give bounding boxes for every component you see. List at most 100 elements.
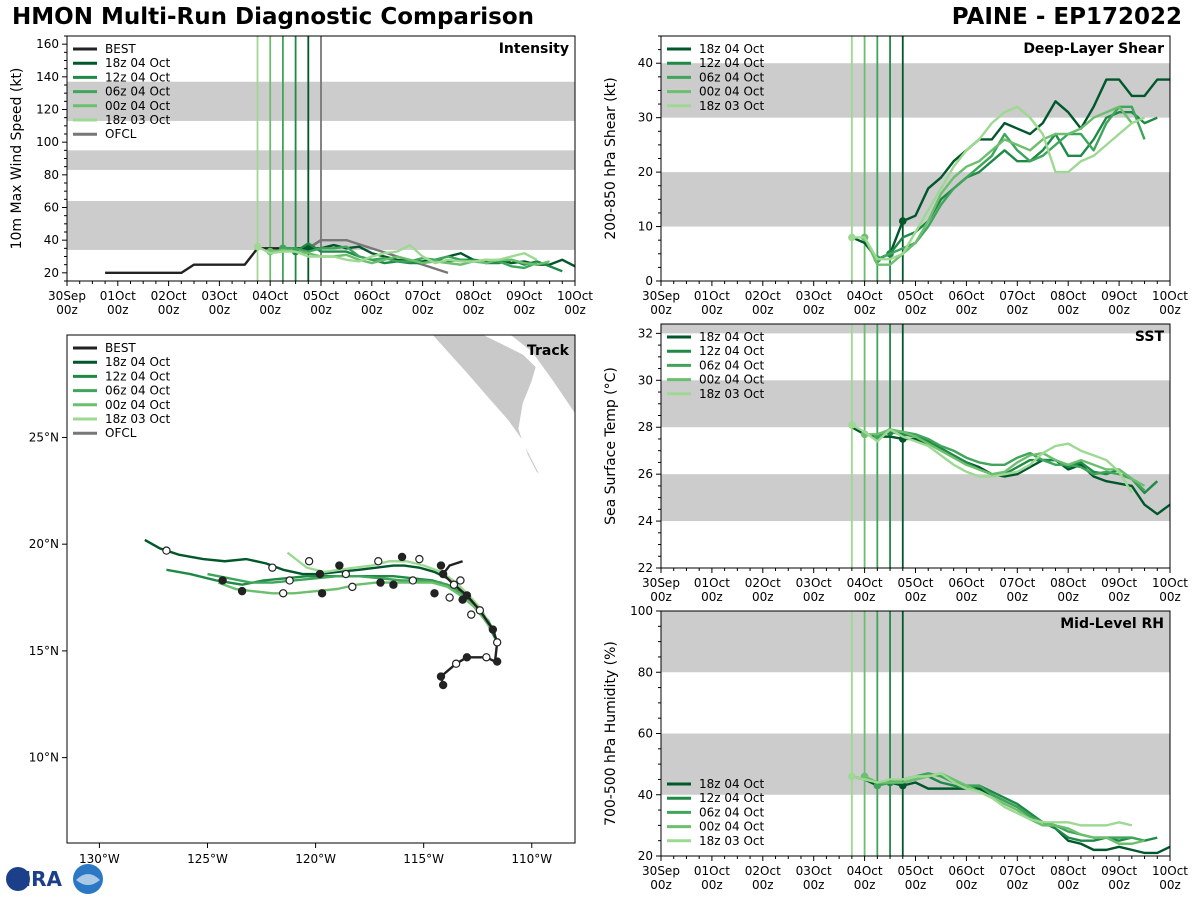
- sst-xtick-sublabel-6: 00z: [956, 590, 978, 604]
- shear-init-point-12z-04-oct: [886, 249, 894, 258]
- rh-series-18z-04-oct: [851, 775, 1171, 855]
- intensity-ytick-label-20: 20: [44, 266, 59, 280]
- rh-band-1: [661, 611, 1170, 673]
- sst-xtick-sublabel-0: 00z: [650, 590, 672, 604]
- rh-xtick-label-8: 08Oct: [1050, 864, 1086, 878]
- intensity-frame: [66, 35, 576, 282]
- rh-frame: [660, 610, 1171, 857]
- intensity-series-00z-04-oct: [270, 248, 550, 266]
- track-position-marker: [415, 554, 424, 564]
- sst-xtick-sublabel-7: 00z: [1007, 590, 1029, 604]
- intensity-xtick-sublabel-2: 00z: [158, 303, 180, 317]
- track-land-1: [475, 334, 576, 416]
- track-legend-label-12z-04-oct: 12z 04 Oct: [105, 369, 171, 383]
- rh-init-point-18z-04-oct: [898, 781, 907, 790]
- intensity-legend-label-ofcl: OFCL: [105, 127, 137, 141]
- track-position-marker: [304, 557, 314, 566]
- rh-ytick-label-40: 40: [638, 788, 653, 802]
- rh-series-00z-04-oct: [864, 772, 1145, 845]
- sst-ytick-label-28: 28: [638, 420, 653, 434]
- sst-series-12z-04-oct: [876, 430, 1159, 495]
- rh-series-12z-04-oct: [877, 775, 1158, 842]
- track-position-marker: [268, 563, 277, 572]
- shear-frame: [660, 35, 1171, 282]
- shear-init-point-18z-03-oct: [848, 233, 856, 242]
- rh-xtick-label-0: 30Sep: [642, 864, 680, 878]
- shear-xtick-sublabel-8: 00z: [1057, 303, 1079, 317]
- sst-series-18z-03-oct: [851, 423, 1133, 494]
- intensity-xtick-sublabel-8: 00z: [463, 303, 485, 317]
- rh-init-point-18z-03-oct: [848, 772, 856, 781]
- track-position-marker: [341, 569, 351, 579]
- intensity-legend-label-12z-04-oct: 12z 04 Oct: [105, 70, 171, 84]
- sst-xtick-sublabel-1: 00z: [701, 590, 723, 604]
- sst-ytick-label-30: 30: [638, 373, 653, 387]
- track-position-marker: [285, 576, 294, 585]
- rh-legend-label-06z-04-oct: 06z 04 Oct: [699, 805, 765, 819]
- rh-ytick-label-100: 100: [630, 604, 653, 618]
- intensity-ytick-label-140: 140: [36, 70, 59, 84]
- intensity-ytick-label-120: 120: [36, 103, 59, 117]
- intensity-series-best: [105, 239, 322, 275]
- track-position-marker: [451, 659, 461, 668]
- rh-xtick-sublabel-5: 00z: [905, 878, 927, 892]
- sst-band-2: [661, 324, 1170, 334]
- track-position-marker: [408, 576, 418, 585]
- sst-xtick-sublabel-2: 00z: [752, 590, 774, 604]
- track-position-marker: [438, 569, 448, 579]
- sst-ytick-label-22: 22: [638, 561, 653, 575]
- sst-series-00z-04-oct: [864, 428, 1146, 487]
- intensity-ytick-label-60: 60: [44, 201, 59, 215]
- sst-xtick-sublabel-3: 00z: [803, 590, 825, 604]
- shear-xtick-sublabel-5: 00z: [905, 303, 927, 317]
- track-position-marker: [445, 593, 454, 602]
- track-series-18z-03-oct: [286, 551, 492, 628]
- intensity-ytick-label-100: 100: [36, 135, 59, 149]
- sst-legend-label-12z-04-oct: 12z 04 Oct: [699, 344, 765, 358]
- intensity-ytick-label-40: 40: [44, 233, 59, 247]
- intensity-legend-label-best: BEST: [105, 42, 136, 56]
- track-position-marker: [438, 680, 448, 690]
- sst-xtick-label-0: 30Sep: [642, 576, 680, 590]
- track-ytick-label-2: 20°N: [29, 537, 59, 551]
- shear-xtick-label-2: 02Oct: [745, 289, 781, 303]
- rh-title: Mid-Level RH: [1060, 616, 1164, 632]
- track-ytick-label-3: 25°N: [29, 430, 59, 444]
- intensity-xtick-label-4: 04Oct: [252, 289, 288, 303]
- track-position-marker: [315, 569, 325, 579]
- sst-xtick-label-2: 02Oct: [745, 576, 781, 590]
- rh-xtick-label-3: 03Oct: [796, 864, 832, 878]
- track-position-marker: [430, 589, 439, 598]
- track-position-marker: [492, 657, 502, 666]
- shear-ytick-label-0: 0: [645, 274, 653, 288]
- shear-ytick-label-40: 40: [638, 56, 653, 70]
- rh-init-point-12z-04-oct: [886, 778, 894, 787]
- track-position-marker: [488, 625, 498, 634]
- sst-xtick-label-7: 07Oct: [999, 576, 1035, 590]
- shear-xtick-label-5: 05Oct: [897, 289, 933, 303]
- main-title: HMON Multi-Run Diagnostic Comparison: [12, 4, 535, 30]
- rh-xtick-sublabel-1: 00z: [701, 878, 723, 892]
- sst-series-18z-04-oct: [851, 426, 1171, 516]
- shear-ylabel: 200-850 hPa Shear (kt): [603, 77, 619, 239]
- track-position-marker: [456, 576, 465, 585]
- shear-xtick-sublabel-2: 00z: [752, 303, 774, 317]
- track-land-0: [431, 334, 546, 481]
- track-position-marker: [348, 582, 357, 592]
- intensity-series-12z-04-oct: [294, 242, 563, 273]
- sst-title: SST: [1135, 329, 1165, 345]
- rh-xtick-sublabel-3: 00z: [803, 878, 825, 892]
- sst-ytick-label-26: 26: [638, 467, 653, 481]
- intensity-init-point-12z-04-oct: [291, 247, 300, 256]
- track-position-marker: [278, 589, 288, 598]
- shear-series-00z-04-oct: [863, 105, 1133, 266]
- intensity-xtick-label-3: 03Oct: [201, 289, 237, 303]
- sst-xtick-label-5: 05Oct: [897, 576, 933, 590]
- shear-xtick-sublabel-0: 00z: [650, 303, 672, 317]
- track-xtick-label-3: 115°W: [403, 852, 444, 866]
- track-ytick-label-0: 10°N: [29, 751, 59, 765]
- shear-xtick-label-3: 03Oct: [796, 289, 832, 303]
- rh-legend-label-18z-04-oct: 18z 04 Oct: [699, 777, 765, 791]
- intensity-legend-label-00z-04-oct: 00z 04 Oct: [105, 99, 171, 113]
